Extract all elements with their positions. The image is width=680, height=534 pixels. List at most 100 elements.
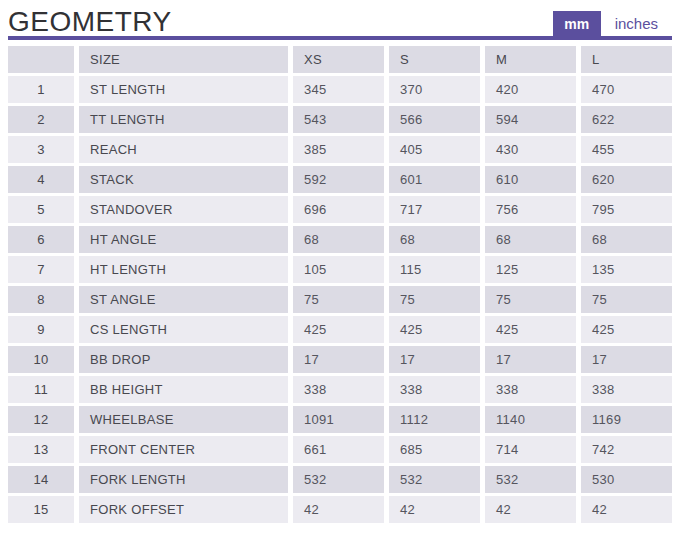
- value-cell: 75: [485, 286, 576, 313]
- value-cell: 405: [389, 136, 480, 163]
- row-number-cell: 12: [8, 406, 74, 433]
- value-cell: 425: [581, 316, 672, 343]
- value-cell: 370: [389, 76, 480, 103]
- value-cell: 530: [581, 466, 672, 493]
- value-cell: 1169: [581, 406, 672, 433]
- spec-name-cell: REACH: [79, 136, 288, 163]
- value-cell: 594: [485, 106, 576, 133]
- value-cell: 17: [293, 346, 384, 373]
- value-cell: 338: [485, 376, 576, 403]
- value-cell: 430: [485, 136, 576, 163]
- header-bar: GEOMETRY mm inches: [8, 8, 672, 36]
- value-cell: 717: [389, 196, 480, 223]
- row-number-cell: 1: [8, 76, 74, 103]
- value-cell: 795: [581, 196, 672, 223]
- row-number-cell: 13: [8, 436, 74, 463]
- unit-toggle-inches-button[interactable]: inches: [601, 11, 672, 36]
- value-cell: 105: [293, 256, 384, 283]
- value-cell: 610: [485, 166, 576, 193]
- value-cell: 532: [485, 466, 576, 493]
- value-cell: 68: [485, 226, 576, 253]
- spec-name-cell: BB DROP: [79, 346, 288, 373]
- unit-toggle: mm inches: [553, 11, 672, 36]
- value-cell: 756: [485, 196, 576, 223]
- unit-toggle-mm-button[interactable]: mm: [553, 11, 601, 36]
- value-cell: 75: [389, 286, 480, 313]
- value-cell: 592: [293, 166, 384, 193]
- value-cell: 42: [485, 496, 576, 523]
- geometry-table: SIZEXSSML1ST LENGTH3453704204702TT LENGT…: [8, 46, 672, 523]
- value-cell: 338: [389, 376, 480, 403]
- value-cell: 345: [293, 76, 384, 103]
- spec-name-cell: FORK OFFSET: [79, 496, 288, 523]
- row-number-cell: 7: [8, 256, 74, 283]
- value-cell: 115: [389, 256, 480, 283]
- row-number-cell: 9: [8, 316, 74, 343]
- column-header-m: M: [485, 46, 576, 73]
- spec-name-cell: FRONT CENTER: [79, 436, 288, 463]
- value-cell: 532: [293, 466, 384, 493]
- spec-name-cell: ST LENGTH: [79, 76, 288, 103]
- value-cell: 42: [293, 496, 384, 523]
- row-number-cell: 6: [8, 226, 74, 253]
- value-cell: 1091: [293, 406, 384, 433]
- spec-name-cell: TT LENGTH: [79, 106, 288, 133]
- value-cell: 1112: [389, 406, 480, 433]
- page-title: GEOMETRY: [8, 8, 172, 36]
- value-cell: 566: [389, 106, 480, 133]
- row-number-cell: 3: [8, 136, 74, 163]
- value-cell: 685: [389, 436, 480, 463]
- value-cell: 68: [581, 226, 672, 253]
- value-cell: 622: [581, 106, 672, 133]
- row-number-cell: 2: [8, 106, 74, 133]
- column-header-blank: [8, 46, 74, 73]
- column-header-xs: XS: [293, 46, 384, 73]
- value-cell: 543: [293, 106, 384, 133]
- value-cell: 42: [389, 496, 480, 523]
- value-cell: 1140: [485, 406, 576, 433]
- column-header-l: L: [581, 46, 672, 73]
- spec-name-cell: STACK: [79, 166, 288, 193]
- value-cell: 338: [293, 376, 384, 403]
- value-cell: 17: [485, 346, 576, 373]
- row-number-cell: 15: [8, 496, 74, 523]
- value-cell: 455: [581, 136, 672, 163]
- row-number-cell: 8: [8, 286, 74, 313]
- value-cell: 620: [581, 166, 672, 193]
- row-number-cell: 4: [8, 166, 74, 193]
- column-header-s: S: [389, 46, 480, 73]
- value-cell: 42: [581, 496, 672, 523]
- value-cell: 135: [581, 256, 672, 283]
- row-number-cell: 5: [8, 196, 74, 223]
- row-number-cell: 14: [8, 466, 74, 493]
- spec-name-cell: ST ANGLE: [79, 286, 288, 313]
- value-cell: 385: [293, 136, 384, 163]
- geometry-page: GEOMETRY mm inches SIZEXSSML1ST LENGTH34…: [0, 0, 680, 534]
- value-cell: 68: [293, 226, 384, 253]
- row-number-cell: 10: [8, 346, 74, 373]
- spec-name-cell: WHEELBASE: [79, 406, 288, 433]
- value-cell: 75: [581, 286, 672, 313]
- value-cell: 425: [293, 316, 384, 343]
- value-cell: 742: [581, 436, 672, 463]
- row-number-cell: 11: [8, 376, 74, 403]
- value-cell: 714: [485, 436, 576, 463]
- value-cell: 601: [389, 166, 480, 193]
- value-cell: 420: [485, 76, 576, 103]
- value-cell: 125: [485, 256, 576, 283]
- value-cell: 425: [485, 316, 576, 343]
- value-cell: 68: [389, 226, 480, 253]
- value-cell: 661: [293, 436, 384, 463]
- value-cell: 338: [581, 376, 672, 403]
- spec-name-cell: BB HEIGHT: [79, 376, 288, 403]
- value-cell: 17: [389, 346, 480, 373]
- spec-name-cell: STANDOVER: [79, 196, 288, 223]
- column-header-size: SIZE: [79, 46, 288, 73]
- spec-name-cell: CS LENGTH: [79, 316, 288, 343]
- value-cell: 696: [293, 196, 384, 223]
- spec-name-cell: HT LENGTH: [79, 256, 288, 283]
- value-cell: 470: [581, 76, 672, 103]
- value-cell: 532: [389, 466, 480, 493]
- value-cell: 425: [389, 316, 480, 343]
- spec-name-cell: FORK LENGTH: [79, 466, 288, 493]
